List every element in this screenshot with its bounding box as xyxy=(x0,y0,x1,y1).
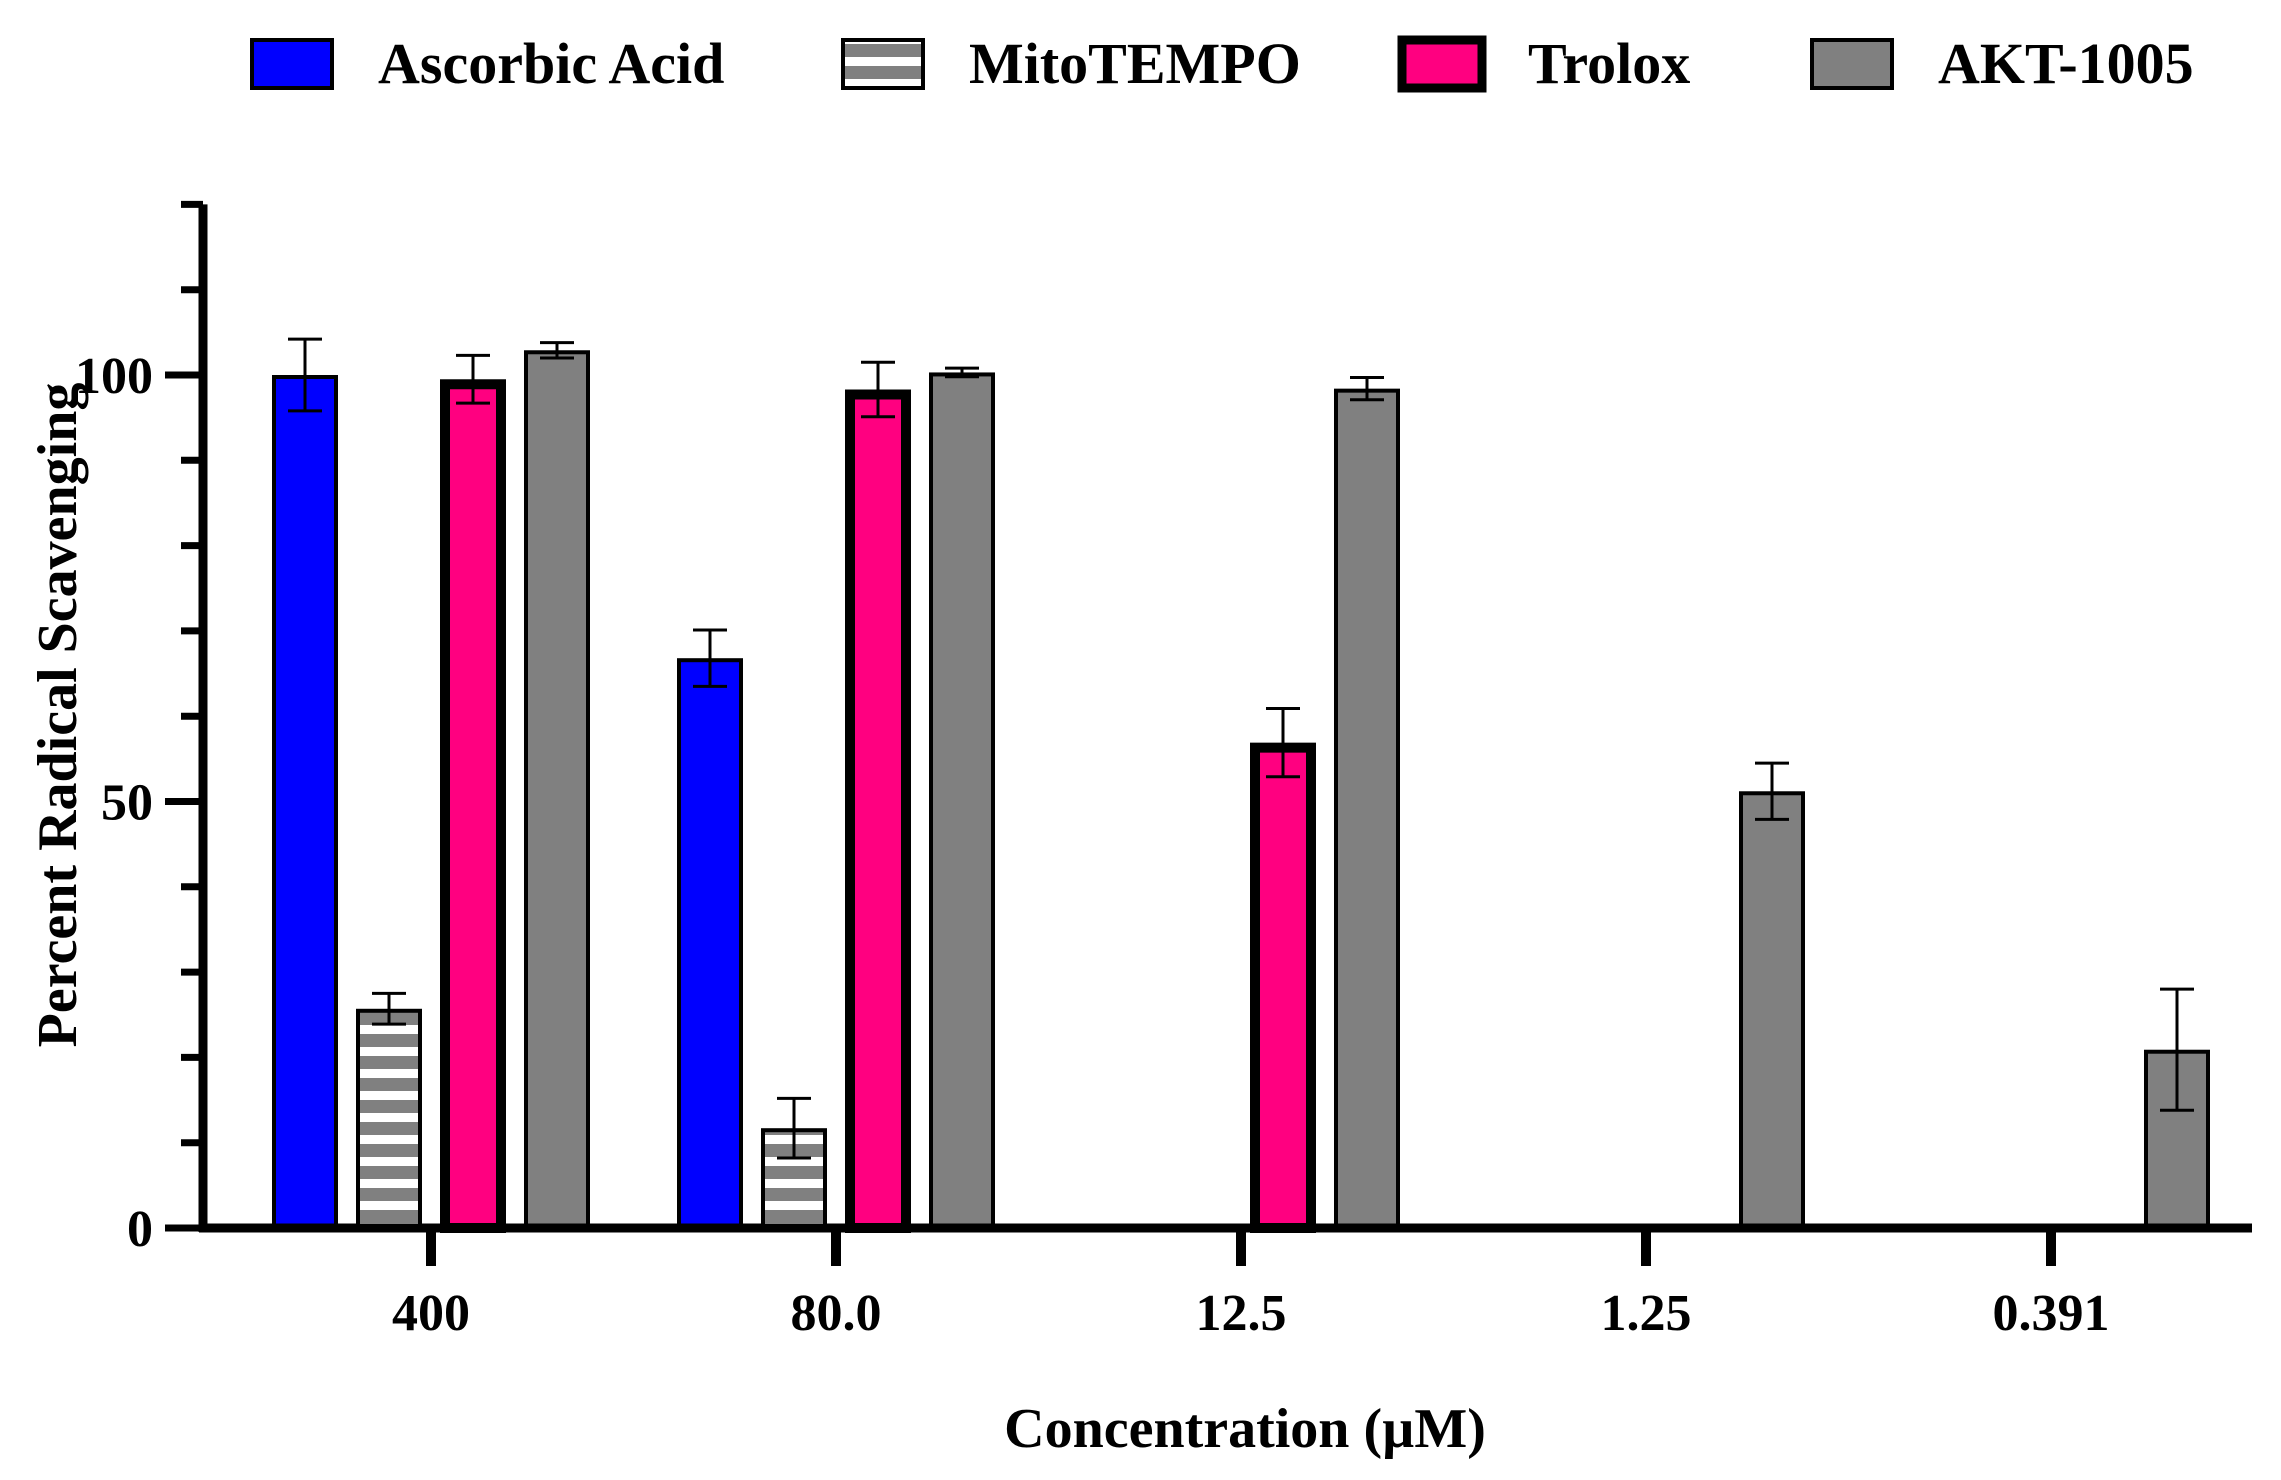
bar-2-0 xyxy=(440,379,506,1233)
bar-3-2 xyxy=(1334,388,1400,1230)
legend: Ascorbic Acid MitoTEMPO Trolox AKT-1005 xyxy=(250,31,2194,96)
legend-label-0: Ascorbic Acid xyxy=(378,31,724,96)
x-tick-label-1: 80.0 xyxy=(791,1285,882,1342)
error-bar-3-2 xyxy=(1350,376,1384,402)
bar-0-1 xyxy=(677,658,743,1230)
error-bar-3-3 xyxy=(1755,761,1789,821)
x-tick-label-0: 400 xyxy=(392,1285,470,1342)
bar-2-1 xyxy=(845,389,911,1234)
axes xyxy=(165,200,2252,1266)
error-bar-3-0 xyxy=(540,341,574,360)
legend-swatch-3 xyxy=(1810,38,1894,90)
error-bar-2-1 xyxy=(861,360,895,419)
error-bar-1-1 xyxy=(777,1096,811,1160)
bar-3-0 xyxy=(524,350,590,1230)
y-tick-label-1: 50 xyxy=(101,775,153,832)
error-bar-0-1 xyxy=(693,628,727,688)
bar-0-0 xyxy=(272,375,338,1230)
legend-label-1: MitoTEMPO xyxy=(969,31,1301,96)
error-bar-3-4 xyxy=(2160,987,2194,1112)
legend-swatch-1 xyxy=(841,38,925,90)
error-bar-1-0 xyxy=(372,991,406,1026)
bar-2-2 xyxy=(1250,742,1316,1233)
legend-label-2: Trolox xyxy=(1528,31,1690,96)
bar-1-0 xyxy=(356,1008,422,1230)
error-bar-2-2 xyxy=(1266,707,1300,779)
x-axis-title: Concentration (µM) xyxy=(1004,1398,1486,1460)
error-bar-3-1 xyxy=(945,366,979,379)
bar-3-3 xyxy=(1739,791,1805,1230)
x-tick-label-4: 0.391 xyxy=(1993,1285,2110,1342)
legend-swatch-0 xyxy=(250,38,334,90)
legend-swatch-2 xyxy=(1397,35,1487,93)
x-tick-label-2: 12.5 xyxy=(1196,1285,1287,1342)
error-bar-2-0 xyxy=(456,353,490,405)
x-tick-label-3: 1.25 xyxy=(1601,1285,1692,1342)
bar-3-1 xyxy=(929,372,995,1231)
axis-labels: 0 50 100 400 80.0 12.5 1.25 0.391 Concentration … xyxy=(27,348,2110,1460)
bar-3-4 xyxy=(2144,1049,2210,1231)
y-axis-title: Percent Radical Scavenging xyxy=(27,383,89,1048)
error-bar-0-0 xyxy=(288,337,322,413)
legend-label-3: AKT-1005 xyxy=(1938,31,2194,96)
bars xyxy=(272,337,2210,1234)
y-tick-label-2: 100 xyxy=(75,348,153,405)
y-tick-label-0: 0 xyxy=(127,1201,153,1258)
